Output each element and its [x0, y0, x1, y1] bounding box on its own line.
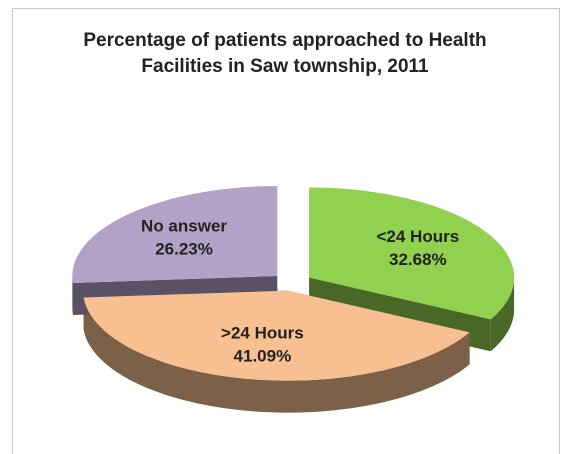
slice-label: <24 Hours [377, 227, 460, 246]
slice-value-label: 32.68% [389, 250, 447, 269]
slice-wall [490, 277, 515, 352]
slice-value-label: 41.09% [234, 347, 292, 366]
slice-label: >24 Hours [221, 324, 304, 343]
slice-label: No answer [141, 217, 227, 236]
pie-slice [309, 187, 515, 320]
slice-wall [83, 297, 470, 413]
pie-slice [72, 186, 278, 283]
chart-title: Percentage of patients approached to Hea… [83, 30, 487, 77]
pie-slice [83, 290, 470, 381]
slice-value-label: 26.23% [155, 240, 213, 259]
slice-wall [72, 276, 73, 315]
chart-frame [12, 8, 560, 454]
